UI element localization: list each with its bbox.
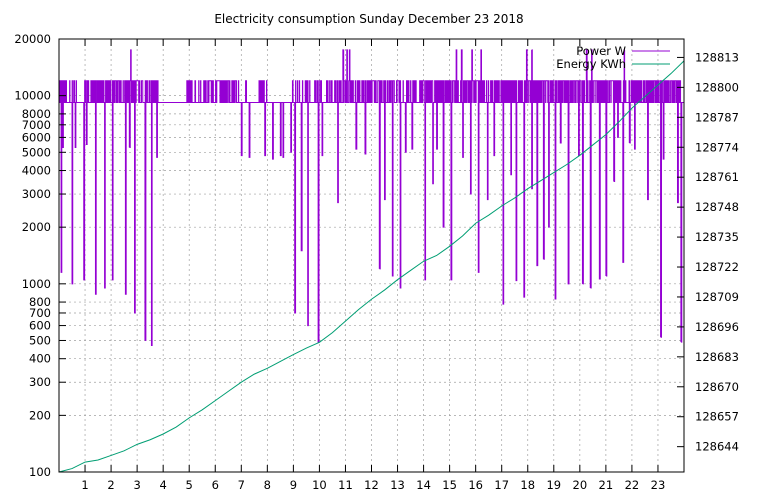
right-axis-tick-label: 128735 [695, 230, 739, 244]
left-axis-tick-label: 400 [29, 352, 51, 366]
x-axis-tick-label: 12 [364, 478, 379, 492]
right-axis-tick-label: 128657 [695, 410, 739, 424]
left-axis-tick-label: 8000 [22, 107, 51, 121]
left-axis-tick-label: 700 [29, 306, 51, 320]
x-axis-tick-label: 14 [416, 478, 431, 492]
legend-energy-label: Energy KWh [556, 57, 626, 71]
right-axis-tick-label: 128813 [695, 50, 739, 64]
x-axis-tick-label: 19 [546, 478, 561, 492]
right-axis-tick-label: 128761 [695, 170, 739, 184]
x-axis-tick-label: 11 [338, 478, 353, 492]
chart-title: Electricity consumption Sunday December … [214, 12, 523, 26]
x-axis-tick-label: 2 [107, 478, 114, 492]
left-axis-tick-label: 5000 [22, 145, 51, 159]
left-axis-tick-label: 4000 [22, 164, 51, 178]
x-axis-tick-label: 23 [651, 478, 666, 492]
x-axis: 1 2 3 4 5 6 7 8 9 10 11 12 13 14 15 16 17 18 19 20 21 22 23 [81, 39, 665, 492]
left-axis-tick-label: 6000 [22, 130, 51, 144]
left-axis-tick-label: 300 [29, 375, 51, 389]
right-axis-tick-label: 128696 [695, 320, 739, 334]
right-axis-tick-label: 128748 [695, 200, 739, 214]
x-axis-tick-label: 5 [186, 478, 193, 492]
right-axis-tick-label: 128644 [695, 440, 739, 454]
x-axis-tick-label: 13 [390, 478, 405, 492]
x-axis-tick-label: 21 [599, 478, 614, 492]
power-series-line [58, 49, 684, 347]
x-axis-tick-label: 15 [442, 478, 457, 492]
x-axis-tick-label: 6 [212, 478, 219, 492]
right-axis-tick-label: 128670 [695, 380, 739, 394]
right-axis-tick-label: 128774 [695, 140, 739, 154]
x-axis-tick-label: 9 [290, 478, 297, 492]
right-axis-tick-label: 128683 [695, 350, 739, 364]
legend-power-label: Power W [576, 44, 626, 58]
energy-series-line [58, 60, 685, 473]
left-axis-tick-label: 200 [29, 408, 51, 422]
x-axis-tick-label: 10 [312, 478, 327, 492]
x-axis-tick-label: 18 [520, 478, 535, 492]
x-axis-tick-label: 22 [625, 478, 640, 492]
left-axis-tick-label: 600 [29, 319, 51, 333]
x-axis-tick-label: 7 [238, 478, 245, 492]
power-series-layer [58, 49, 684, 347]
left-axis-tick-label: 20000 [14, 32, 51, 46]
x-axis-tick-label: 16 [468, 478, 483, 492]
right-axis-tick-label: 128709 [695, 290, 739, 304]
left-axis-tick-label: 7000 [22, 118, 51, 132]
left-axis-tick-label: 100 [29, 465, 51, 479]
legend: Power W Energy KWh [556, 44, 670, 71]
left-axis-tick-label: 800 [29, 295, 51, 309]
right-axis-tick-label: 128787 [695, 110, 739, 124]
left-axis-tick-label: 1000 [22, 277, 51, 291]
x-axis-tick-label: 8 [264, 478, 271, 492]
x-axis-tick-label: 17 [494, 478, 509, 492]
right-axis-tick-label: 128800 [695, 80, 739, 94]
left-axis-tick-label: 2000 [22, 220, 51, 234]
x-axis-tick-label: 4 [160, 478, 167, 492]
x-axis-tick-label: 20 [573, 478, 588, 492]
left-axis-tick-label: 3000 [22, 187, 51, 201]
right-axis: 128644 128657 128670 128683 128696 128709 1287… [677, 50, 739, 454]
left-axis-tick-label: 10000 [14, 89, 51, 103]
right-axis-tick-label: 128722 [695, 260, 739, 274]
x-axis-tick-label: 1 [81, 478, 88, 492]
energy-series-layer [58, 60, 685, 473]
x-axis-tick-label: 3 [133, 478, 140, 492]
left-axis-tick-label: 500 [29, 333, 51, 347]
